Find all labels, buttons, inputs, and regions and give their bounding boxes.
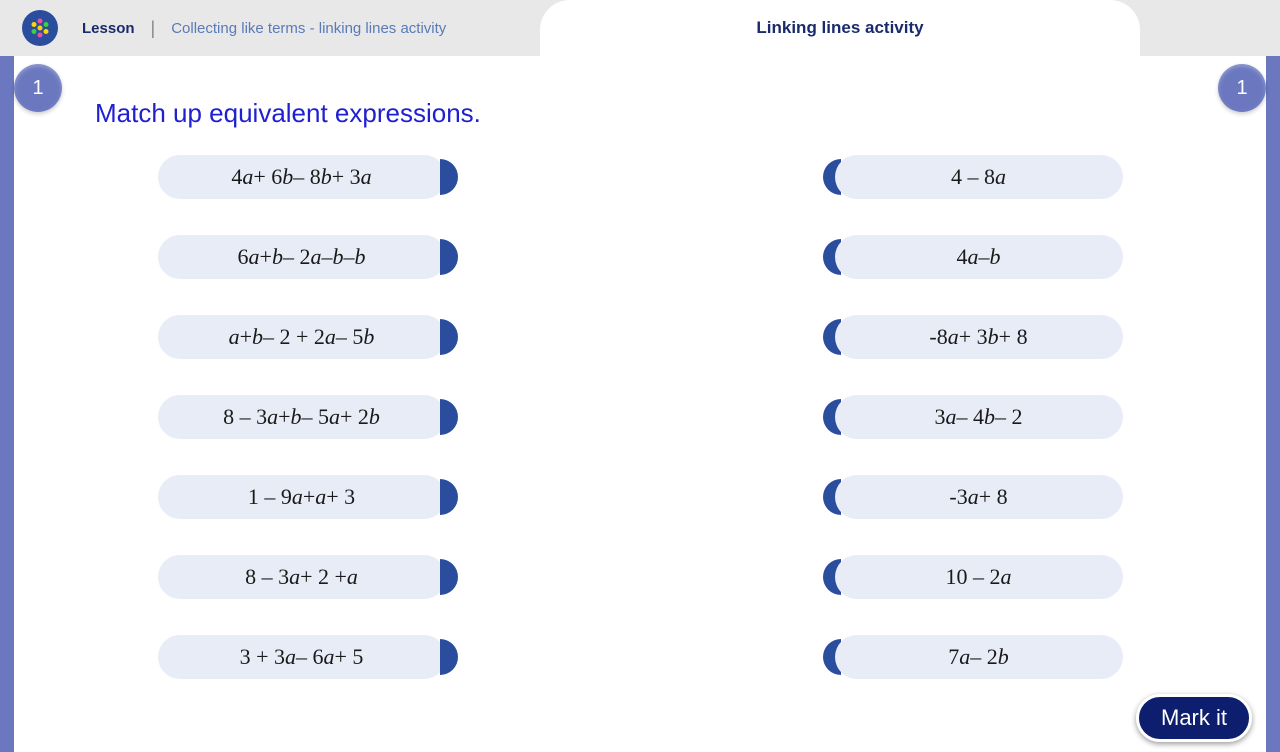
lesson-title: Collecting like terms - linking lines ac… (171, 20, 446, 37)
expression-box: 8 – 3a + 2 + a (158, 555, 446, 599)
right-expression-row[interactable]: 7a – 2b (823, 635, 1123, 679)
app-logo[interactable] (22, 10, 58, 46)
logo-dots-icon (28, 16, 52, 40)
expression-box: 3 + 3a – 6a + 5 (158, 635, 446, 679)
left-expression-row[interactable]: 8 – 3a + b – 5a + 2b (158, 395, 458, 439)
badge-right-text: 1 (1236, 77, 1247, 100)
left-expression-row[interactable]: 6a + b – 2a – b – b (158, 235, 458, 279)
header-bar: Lesson | Collecting like terms - linking… (0, 0, 1280, 56)
right-expression-row[interactable]: 4 – 8a (823, 155, 1123, 199)
expression-box: 1 – 9a + a + 3 (158, 475, 446, 519)
expression-box: -3a + 8 (835, 475, 1123, 519)
left-expression-row[interactable]: 1 – 9a + a + 3 (158, 475, 458, 519)
header-divider: | (151, 18, 156, 39)
right-column: 4 – 8a 4a – b -8a + 3b + 8 3a – 4b – 2 -3a +… (823, 155, 1123, 679)
connector-right-icon[interactable] (440, 239, 458, 275)
expression-box: a + b – 2 + 2a – 5b (158, 315, 446, 359)
expression-box: 4 – 8a (835, 155, 1123, 199)
left-expression-row[interactable]: a + b – 2 + 2a – 5b (158, 315, 458, 359)
mark-it-button[interactable]: Mark it (1136, 694, 1252, 742)
right-expression-row[interactable]: 3a – 4b – 2 (823, 395, 1123, 439)
right-expression-row[interactable]: 4a – b (823, 235, 1123, 279)
connector-right-icon[interactable] (440, 559, 458, 595)
left-expression-row[interactable]: 3 + 3a – 6a + 5 (158, 635, 458, 679)
expression-box: -8a + 3b + 8 (835, 315, 1123, 359)
connector-right-icon[interactable] (440, 399, 458, 435)
right-expression-row[interactable]: -3a + 8 (823, 475, 1123, 519)
left-expression-row[interactable]: 8 – 3a + 2 + a (158, 555, 458, 599)
expression-box: 4a – b (835, 235, 1123, 279)
expression-box: 6a + b – 2a – b – b (158, 235, 446, 279)
connector-right-icon[interactable] (440, 479, 458, 515)
connector-right-icon[interactable] (440, 159, 458, 195)
expression-box: 7a – 2b (835, 635, 1123, 679)
expression-box: 3a – 4b – 2 (835, 395, 1123, 439)
right-expression-row[interactable]: -8a + 3b + 8 (823, 315, 1123, 359)
matching-columns: 4a + 6b – 8b + 3a 6a + b – 2a – b – b a + … (0, 155, 1280, 679)
lesson-label: Lesson (82, 20, 135, 37)
expression-box: 10 – 2a (835, 555, 1123, 599)
question-badge-right: 1 (1218, 64, 1266, 112)
connector-right-icon[interactable] (440, 639, 458, 675)
left-column: 4a + 6b – 8b + 3a 6a + b – 2a – b – b a + … (158, 155, 458, 679)
connector-right-icon[interactable] (440, 319, 458, 355)
expression-box: 8 – 3a + b – 5a + 2b (158, 395, 446, 439)
badge-left-text: 1 (32, 77, 43, 100)
question-badge-left: 1 (14, 64, 62, 112)
instruction-text: Match up equivalent expressions. (95, 98, 481, 129)
right-expression-row[interactable]: 10 – 2a (823, 555, 1123, 599)
tab-title: Linking lines activity (756, 18, 923, 38)
expression-box: 4a + 6b – 8b + 3a (158, 155, 446, 199)
left-expression-row[interactable]: 4a + 6b – 8b + 3a (158, 155, 458, 199)
activity-tab[interactable]: Linking lines activity (540, 0, 1140, 56)
